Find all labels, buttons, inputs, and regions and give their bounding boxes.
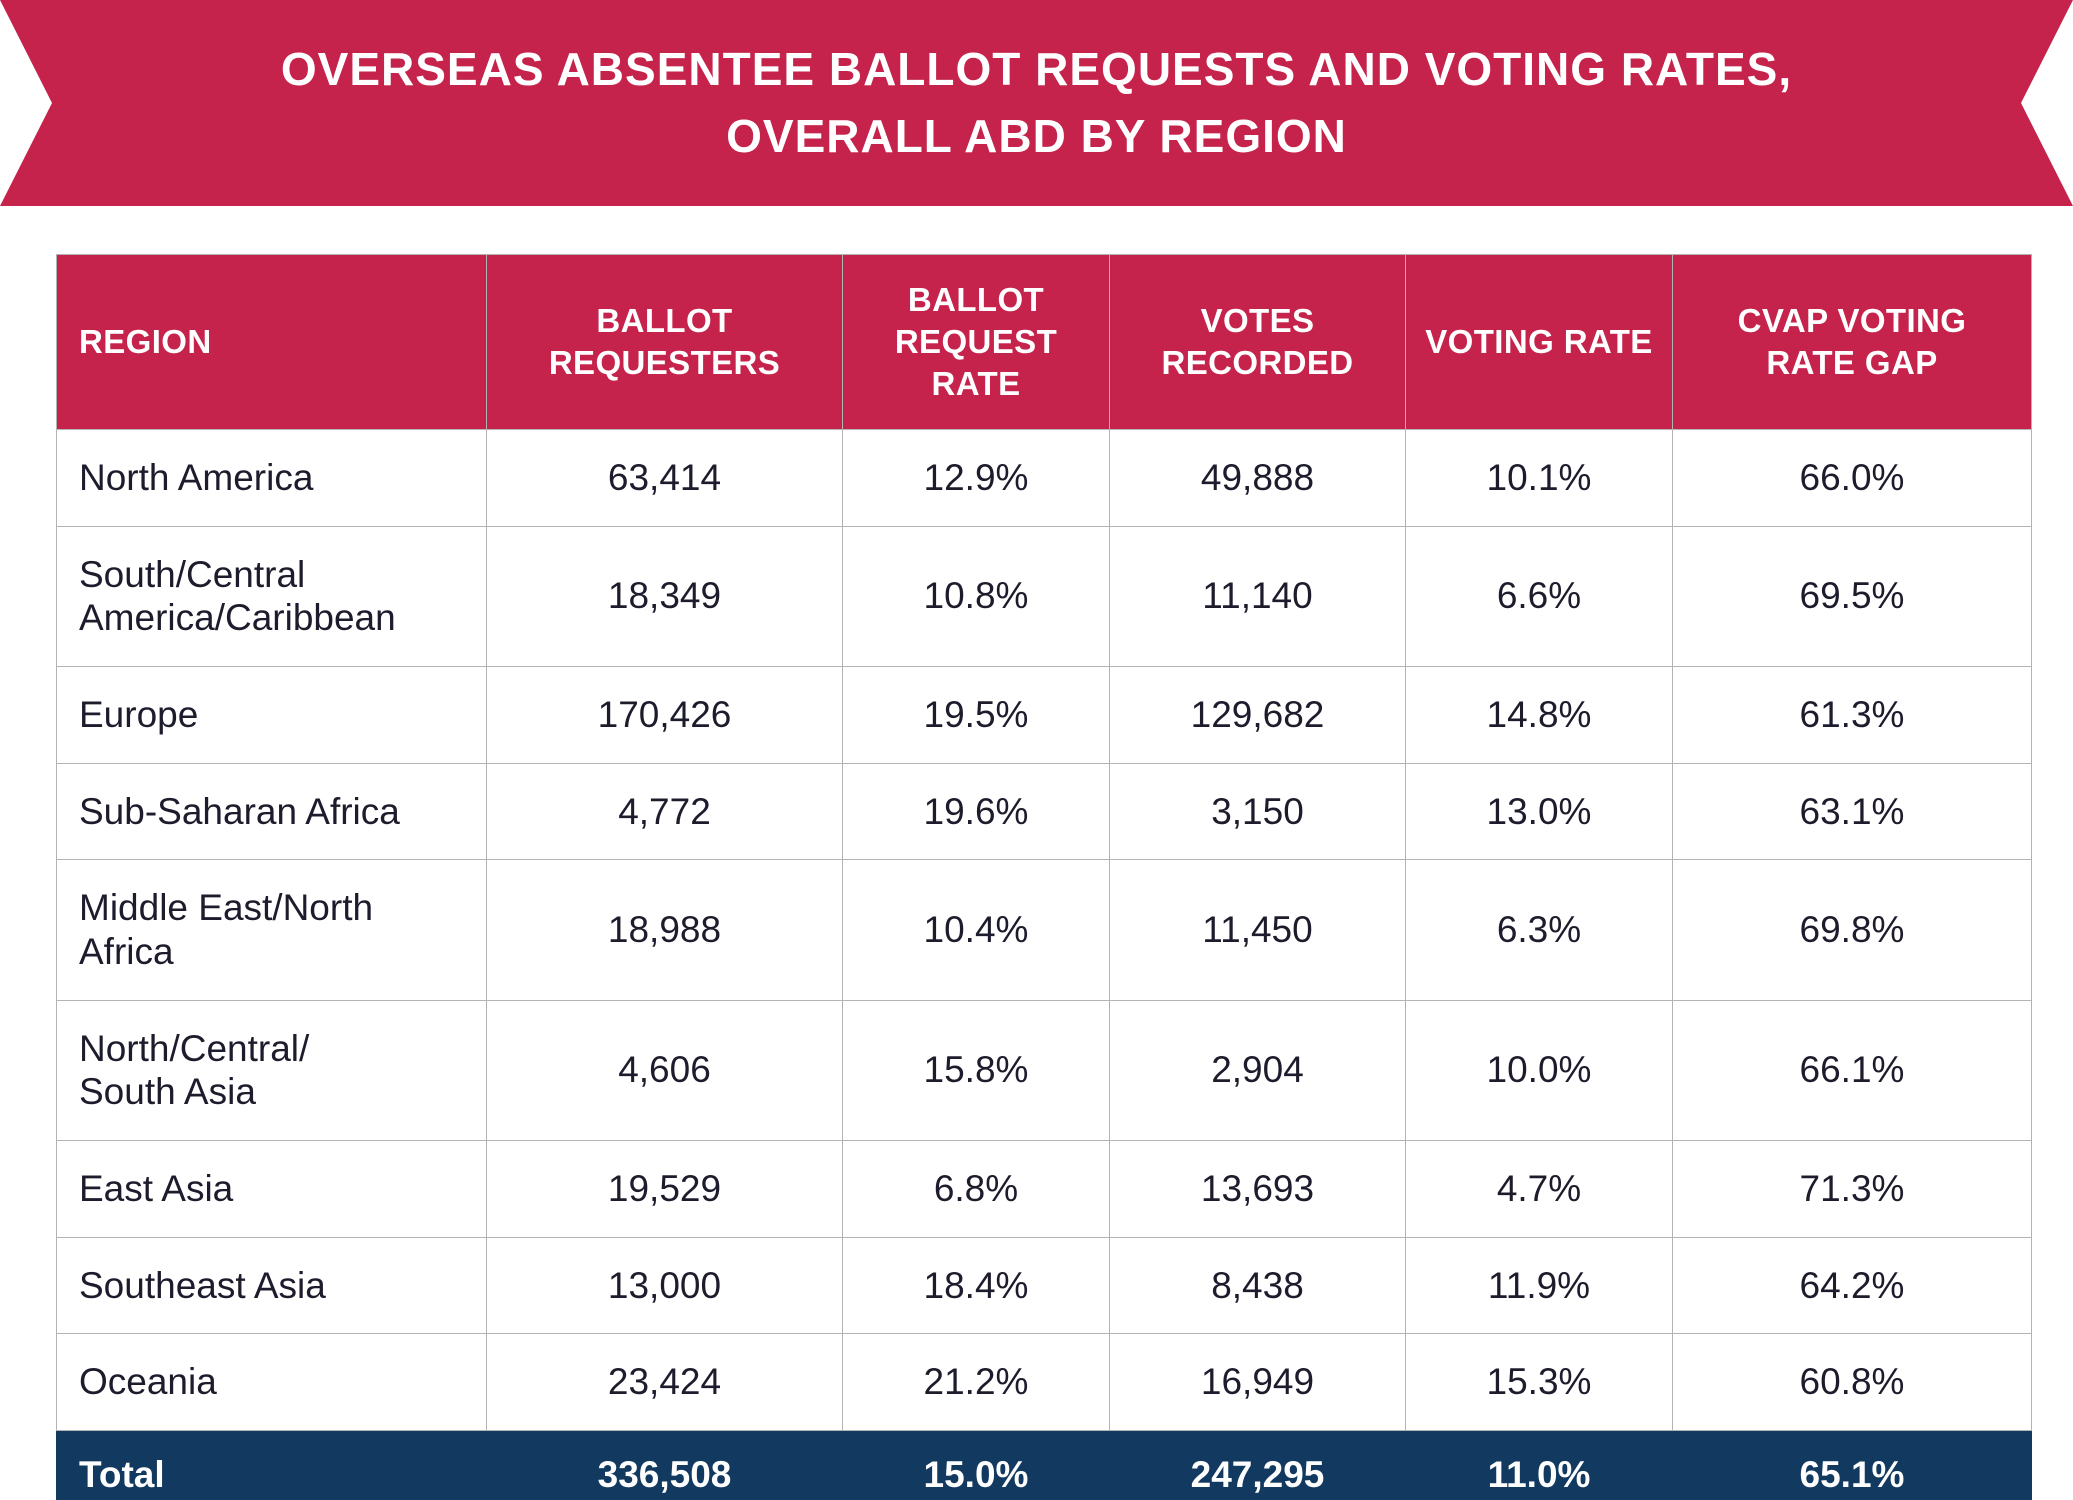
ballot-request-rate-value: 12.9%: [842, 429, 1110, 527]
voting-rate-value: 11.9%: [1405, 1236, 1673, 1335]
ballot-request-rate-value: 10.4%: [842, 859, 1110, 1001]
cvap-voting-rate-gap-value: 60.8%: [1672, 1333, 2032, 1431]
cvap-voting-rate-gap-value: 69.8%: [1672, 859, 2032, 1001]
ballot-request-rate-value: 6.8%: [842, 1139, 1110, 1238]
table-row-north-america: North America 63,414 12.9% 49,888 10.1% …: [56, 429, 2032, 527]
votes-recorded-value: 2,904: [1109, 999, 1406, 1141]
ballot-request-rate-value: 19.6%: [842, 762, 1110, 861]
voting-rate-value: 13.0%: [1405, 762, 1673, 861]
table-row-southeast-asia: Southeast Asia 13,000 18.4% 8,438 11.9% …: [56, 1236, 2032, 1335]
cvap-voting-rate-gap-value: 61.3%: [1672, 665, 2032, 764]
cvap-voting-rate-gap-value: 66.0%: [1672, 429, 2032, 527]
ballot-requesters-value: 4,606: [486, 999, 843, 1141]
table-row-total: Total 336,508 15.0% 247,295 11.0% 65.1%: [56, 1429, 2032, 1500]
table-row-middle-east-north-africa: Middle East/North Africa 18,988 10.4% 11…: [56, 859, 2032, 1001]
page-title: OVERSEAS ABSENTEE BALLOT REQUESTS AND VO…: [281, 36, 1792, 169]
total-ballot-request-rate-value: 15.0%: [842, 1429, 1110, 1500]
column-header-ballot-requesters: BALLOT REQUESTERS: [486, 254, 843, 430]
votes-recorded-value: 13,693: [1109, 1139, 1406, 1238]
table-row-europe: Europe 170,426 19.5% 129,682 14.8% 61.3%: [56, 665, 2032, 764]
ballot-request-rate-value: 18.4%: [842, 1236, 1110, 1335]
column-header-voting-rate: VOTING RATE: [1405, 254, 1673, 430]
region-label: East Asia: [56, 1139, 487, 1238]
voting-rate-value: 10.0%: [1405, 999, 1673, 1141]
region-label: Oceania: [56, 1333, 487, 1431]
ballot-requesters-value: 63,414: [486, 429, 843, 527]
ballot-requesters-value: 4,772: [486, 762, 843, 861]
abd-by-region-table: REGION BALLOT REQUESTERS BALLOT REQUEST …: [56, 254, 2032, 1500]
region-label: Southeast Asia: [56, 1236, 487, 1335]
title-banner-ribbon: OVERSEAS ABSENTEE BALLOT REQUESTS AND VO…: [0, 0, 2073, 206]
ballot-requesters-value: 23,424: [486, 1333, 843, 1431]
column-header-votes-recorded: VOTES RECORDED: [1109, 254, 1406, 430]
column-header-region: REGION: [56, 254, 487, 430]
voting-rate-value: 6.6%: [1405, 525, 1673, 667]
column-header-ballot-request-rate: BALLOT REQUEST RATE: [842, 254, 1110, 430]
ballot-request-rate-value: 21.2%: [842, 1333, 1110, 1431]
cvap-voting-rate-gap-value: 69.5%: [1672, 525, 2032, 667]
total-voting-rate-value: 11.0%: [1405, 1429, 1673, 1500]
votes-recorded-value: 49,888: [1109, 429, 1406, 527]
ballot-request-rate-value: 15.8%: [842, 999, 1110, 1141]
voting-rate-value: 6.3%: [1405, 859, 1673, 1001]
votes-recorded-value: 8,438: [1109, 1236, 1406, 1335]
region-label: Sub-Saharan Africa: [56, 762, 487, 861]
table-row-east-asia: East Asia 19,529 6.8% 13,693 4.7% 71.3%: [56, 1139, 2032, 1238]
ballot-requesters-value: 13,000: [486, 1236, 843, 1335]
votes-recorded-value: 129,682: [1109, 665, 1406, 764]
table-row-oceania: Oceania 23,424 21.2% 16,949 15.3% 60.8%: [56, 1333, 2032, 1431]
region-label: Europe: [56, 665, 487, 764]
votes-recorded-value: 3,150: [1109, 762, 1406, 861]
ballot-requesters-value: 18,349: [486, 525, 843, 667]
ballot-requesters-value: 18,988: [486, 859, 843, 1001]
page-title-line-1: OVERSEAS ABSENTEE BALLOT REQUESTS AND VO…: [280, 43, 1793, 96]
cvap-voting-rate-gap-value: 63.1%: [1672, 762, 2032, 861]
total-ballot-requesters-value: 336,508: [486, 1429, 843, 1500]
region-label: North America: [56, 429, 487, 527]
cvap-voting-rate-gap-value: 66.1%: [1672, 999, 2032, 1141]
ballot-request-rate-value: 19.5%: [842, 665, 1110, 764]
column-header-cvap-voting-rate-gap: CVAP VOTING RATE GAP: [1672, 254, 2032, 430]
total-votes-recorded-value: 247,295: [1109, 1429, 1406, 1500]
voting-rate-value: 4.7%: [1405, 1139, 1673, 1238]
ballot-request-rate-value: 10.8%: [842, 525, 1110, 667]
region-label: North/Central/ South Asia: [56, 999, 487, 1141]
table-row-sub-saharan-africa: Sub-Saharan Africa 4,772 19.6% 3,150 13.…: [56, 762, 2032, 861]
votes-recorded-value: 11,140: [1109, 525, 1406, 667]
region-label: Middle East/North Africa: [56, 859, 487, 1001]
votes-recorded-value: 11,450: [1109, 859, 1406, 1001]
table-row-north-central-south-asia: North/Central/ South Asia 4,606 15.8% 2,…: [56, 999, 2032, 1141]
total-label: Total: [56, 1429, 487, 1500]
table-row-south-central-america-caribbean: South/Central America/Caribbean 18,349 1…: [56, 525, 2032, 667]
votes-recorded-value: 16,949: [1109, 1333, 1406, 1431]
header-row: REGION BALLOT REQUESTERS BALLOT REQUEST …: [56, 254, 2032, 430]
ballot-requesters-value: 170,426: [486, 665, 843, 764]
total-cvap-voting-rate-gap-value: 65.1%: [1672, 1429, 2032, 1500]
voting-rate-value: 10.1%: [1405, 429, 1673, 527]
page-title-line-2: OVERALL ABD BY REGION: [726, 110, 1347, 162]
voting-rate-value: 15.3%: [1405, 1333, 1673, 1431]
cvap-voting-rate-gap-value: 64.2%: [1672, 1236, 2032, 1335]
voting-rate-value: 14.8%: [1405, 665, 1673, 764]
cvap-voting-rate-gap-value: 71.3%: [1672, 1139, 2032, 1238]
ballot-requesters-value: 19,529: [486, 1139, 843, 1238]
region-label: South/Central America/Caribbean: [56, 525, 487, 667]
